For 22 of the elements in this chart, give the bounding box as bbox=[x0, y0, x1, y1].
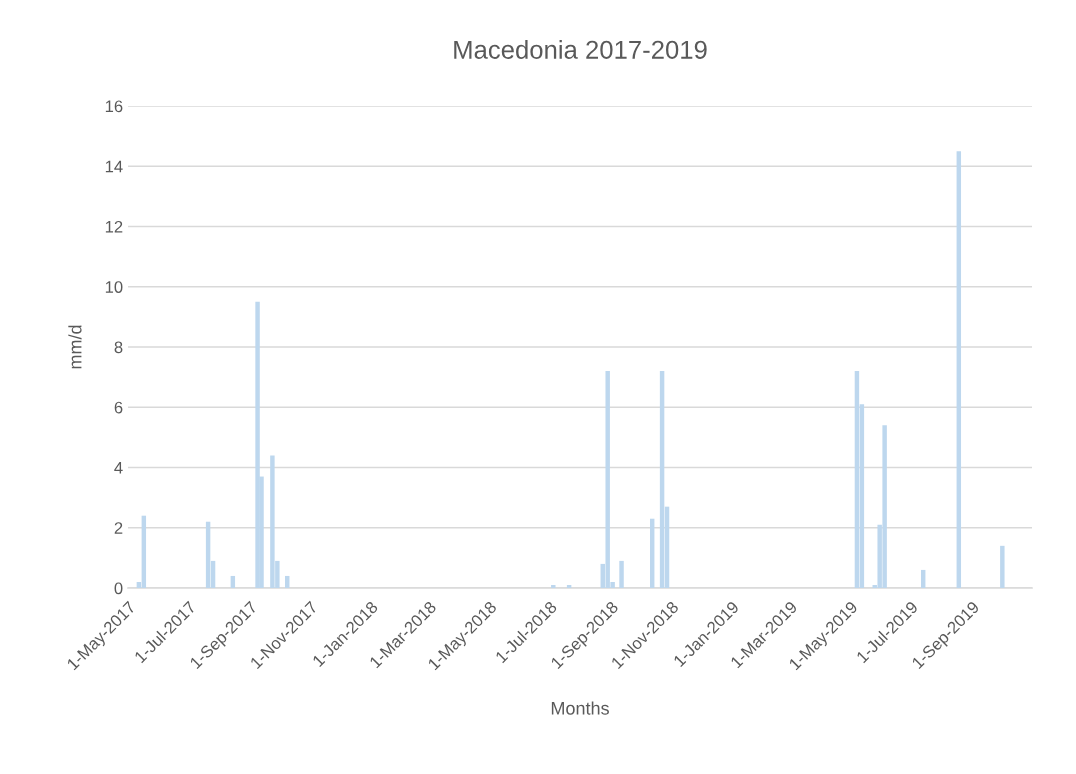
y-axis-title: mm/d bbox=[68, 325, 82, 369]
bar bbox=[659, 371, 665, 588]
bar bbox=[566, 584, 572, 588]
y-tick-label: 0 bbox=[114, 582, 123, 595]
bar bbox=[920, 569, 926, 588]
bar bbox=[1000, 545, 1005, 588]
bar bbox=[956, 151, 962, 588]
bar bbox=[649, 518, 655, 588]
y-tick-label: 4 bbox=[114, 462, 123, 474]
x-axis-title: Months bbox=[551, 701, 609, 715]
bar bbox=[255, 301, 260, 588]
bar bbox=[854, 371, 860, 588]
y-tick-label: 16 bbox=[105, 100, 123, 113]
y-tick-label: 12 bbox=[105, 220, 123, 233]
y-tick-label: 8 bbox=[114, 341, 123, 354]
bar bbox=[551, 584, 556, 588]
y-tick-label: 6 bbox=[114, 401, 123, 414]
y-tick-label: 10 bbox=[105, 281, 123, 293]
chart-title: Macedonia 2017-2019 bbox=[454, 40, 707, 59]
bar bbox=[619, 560, 624, 588]
y-tick-label: 14 bbox=[105, 160, 123, 173]
y-tick-label: 2 bbox=[114, 522, 123, 534]
